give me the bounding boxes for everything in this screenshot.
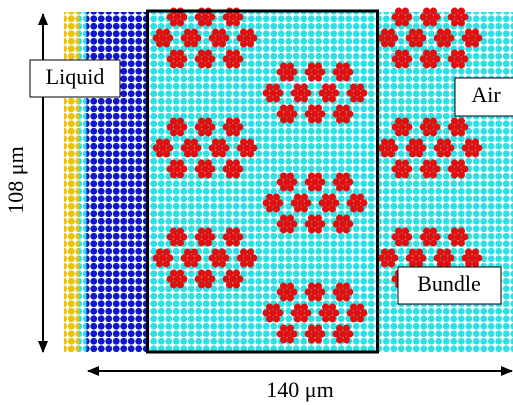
width-label: 140 μm	[266, 377, 333, 402]
bundle-label: Bundle	[417, 271, 481, 296]
air-label: Air	[471, 82, 501, 107]
height-label: 108 μm	[3, 146, 28, 213]
figure: 108 μm 140 μm Liquid Air Bundle	[0, 0, 513, 405]
liquid-label: Liquid	[46, 64, 105, 89]
